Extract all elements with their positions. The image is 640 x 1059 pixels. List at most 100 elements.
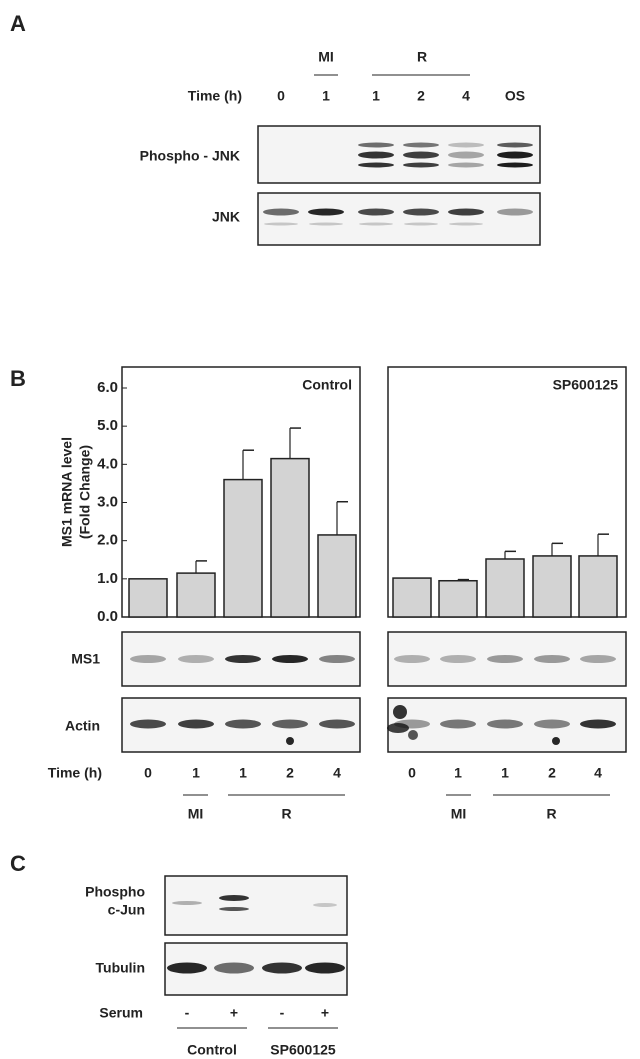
blot-label: Phospho - JNK [140, 148, 240, 164]
band [308, 208, 344, 216]
x-tick-label: 1 [454, 765, 462, 781]
blot-label: Phospho [85, 884, 145, 900]
band [262, 962, 302, 974]
band [394, 655, 430, 663]
band [272, 719, 308, 729]
group-label: MI [451, 806, 467, 822]
bar [128, 578, 168, 618]
lane-label: OS [505, 88, 525, 104]
y-tick-label: 1.0 [97, 570, 118, 587]
band [319, 719, 355, 729]
lane-label: + [230, 1005, 238, 1021]
chart-title: SP600125 [553, 377, 619, 393]
band [313, 903, 337, 907]
band [219, 907, 249, 911]
bar [438, 579, 478, 618]
x-axis-label: Time (h) [48, 765, 102, 781]
band [580, 655, 616, 663]
band [178, 655, 214, 663]
band [404, 222, 438, 226]
bar [578, 555, 618, 618]
x-tick-label: 2 [548, 765, 556, 781]
band [225, 719, 261, 729]
band [552, 737, 560, 745]
blot [164, 875, 348, 936]
band [403, 142, 439, 148]
lane-label: 2 [417, 88, 425, 104]
blot-label: Tubulin [96, 960, 146, 976]
bar [270, 457, 310, 618]
group-label: MI [318, 49, 334, 65]
band [440, 655, 476, 663]
band [130, 655, 166, 663]
x-tick-label: 0 [408, 765, 416, 781]
band [359, 222, 393, 226]
band [358, 151, 394, 159]
x-tick-label: 1 [239, 765, 247, 781]
x-tick-label: 4 [333, 765, 341, 781]
group-label: Control [187, 1042, 237, 1058]
lane-label: 1 [322, 88, 330, 104]
band [219, 895, 249, 901]
y-tick-label: 2.0 [97, 532, 118, 549]
y-tick-label: 6.0 [97, 379, 118, 396]
band [403, 208, 439, 216]
lane-label: + [321, 1005, 329, 1021]
band [497, 151, 533, 159]
bar [176, 572, 216, 618]
band [358, 142, 394, 148]
lane-label: - [280, 1005, 285, 1021]
lane-label: 1 [372, 88, 380, 104]
band [263, 208, 299, 216]
band [534, 719, 570, 729]
band [448, 208, 484, 216]
x-tick-label: 4 [594, 765, 602, 781]
band [172, 901, 202, 905]
x-tick-label: 0 [144, 765, 152, 781]
blot [387, 631, 627, 687]
band [264, 222, 298, 226]
bar [223, 478, 263, 618]
band [167, 962, 207, 974]
x-tick-label: 2 [286, 765, 294, 781]
band [178, 719, 214, 729]
band [497, 142, 533, 148]
group-label: SP600125 [270, 1042, 336, 1058]
band [393, 705, 407, 719]
band [358, 162, 394, 168]
band [225, 655, 261, 663]
bar [392, 577, 432, 618]
blot-label: Actin [65, 718, 100, 734]
chart-title: Control [302, 377, 352, 393]
band [497, 162, 533, 168]
row-label: Serum [99, 1005, 143, 1021]
band [440, 719, 476, 729]
band [534, 655, 570, 663]
blot-label: c-Jun [108, 902, 145, 918]
band [319, 655, 355, 663]
band [358, 208, 394, 216]
band [487, 655, 523, 663]
band [448, 142, 484, 148]
band [286, 737, 294, 745]
time-label: Time (h) [188, 88, 242, 104]
group-label: R [546, 806, 556, 822]
y-tick-label: 5.0 [97, 417, 118, 434]
lane-label: - [185, 1005, 190, 1021]
bar [532, 555, 572, 618]
band [449, 222, 483, 226]
x-tick-label: 1 [192, 765, 200, 781]
band [130, 719, 166, 729]
band [408, 730, 418, 740]
band [580, 719, 616, 729]
group-label: R [281, 806, 291, 822]
panel-label: A [10, 11, 26, 36]
blot-label: MS1 [71, 651, 100, 667]
bar [317, 534, 357, 618]
lane-label: 4 [462, 88, 470, 104]
bar [485, 558, 525, 618]
band [403, 162, 439, 168]
band [448, 162, 484, 168]
blot [257, 192, 541, 246]
